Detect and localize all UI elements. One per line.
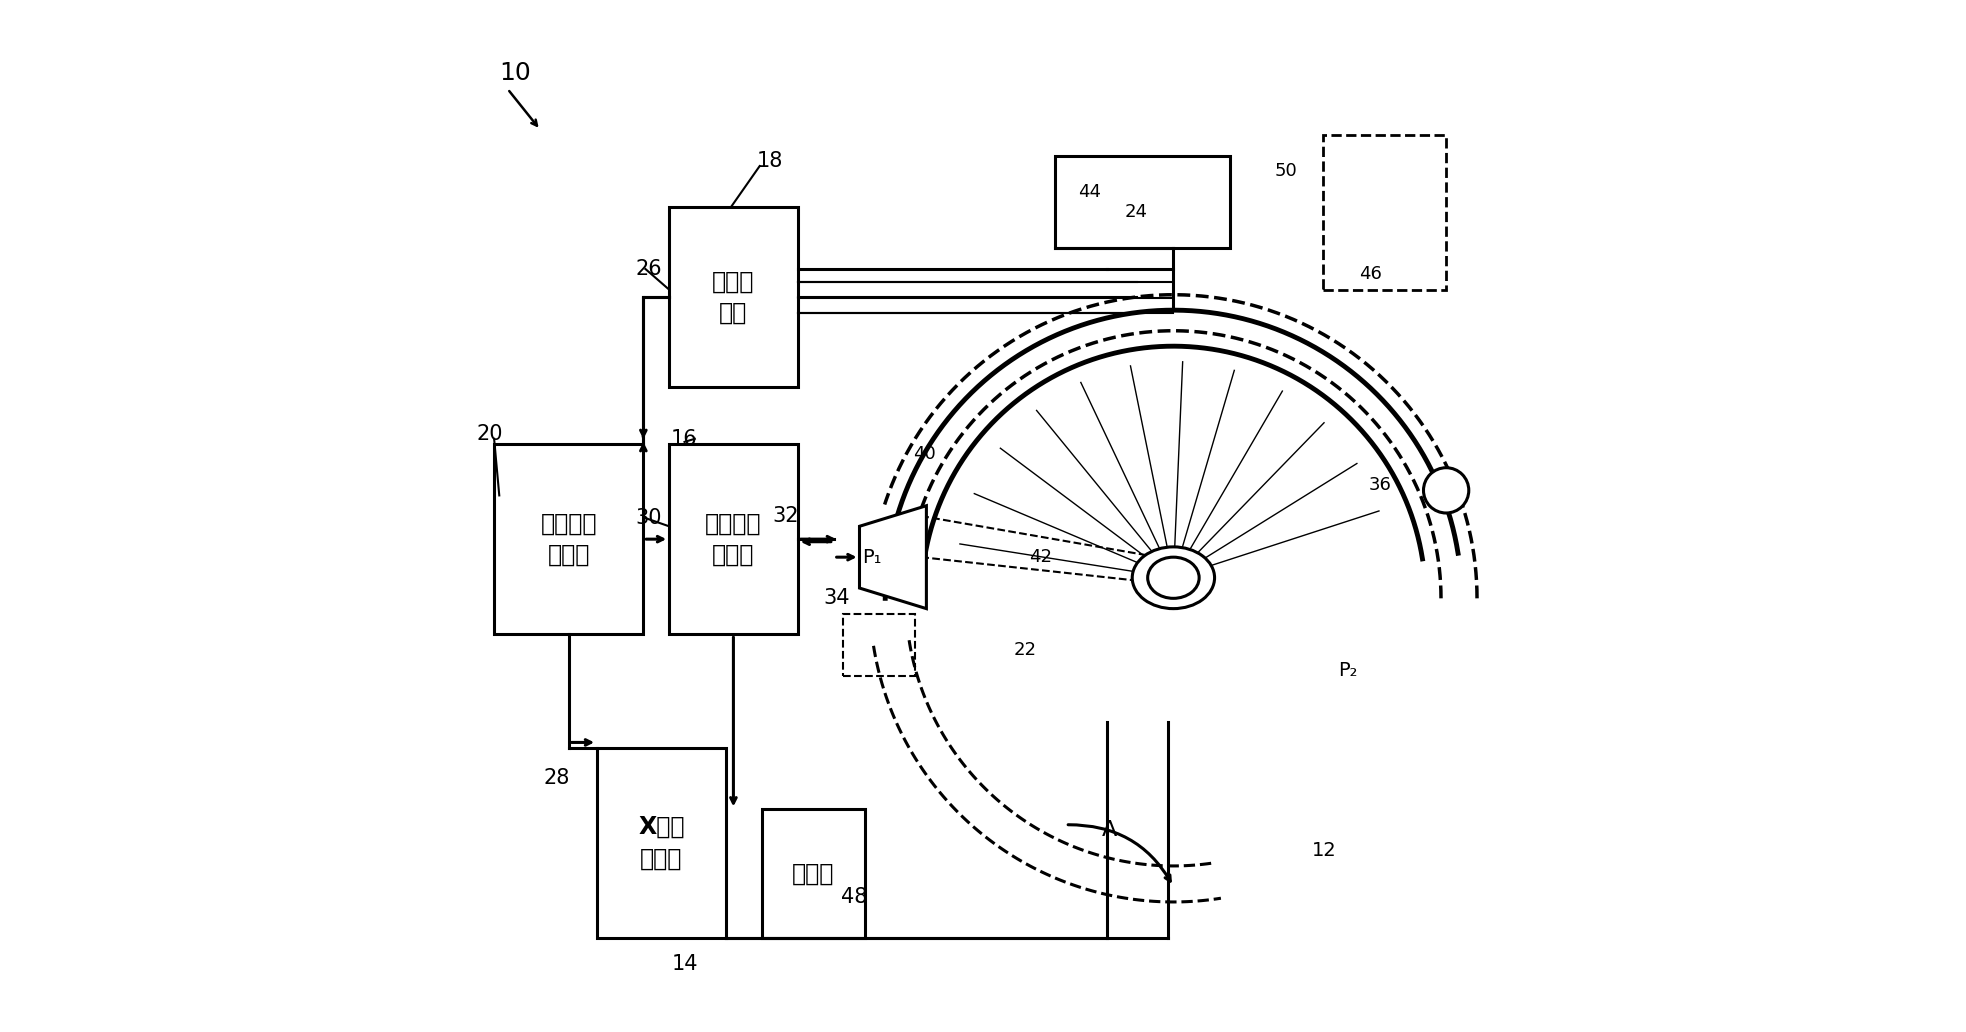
- Text: A: A: [1101, 819, 1117, 840]
- Text: 跟踪数据
处理器: 跟踪数据 处理器: [541, 512, 598, 567]
- Text: 46: 46: [1359, 265, 1382, 283]
- FancyBboxPatch shape: [1323, 135, 1447, 290]
- Text: 30: 30: [635, 508, 663, 528]
- Text: 44: 44: [1077, 183, 1101, 201]
- Ellipse shape: [1148, 557, 1199, 599]
- Text: 12: 12: [1313, 841, 1337, 860]
- Text: 20: 20: [476, 424, 503, 444]
- Text: 18: 18: [757, 151, 782, 171]
- FancyBboxPatch shape: [668, 207, 798, 387]
- Text: 28: 28: [543, 769, 570, 788]
- Text: 36: 36: [1368, 476, 1392, 494]
- Text: 22: 22: [1014, 641, 1036, 658]
- Text: 14: 14: [672, 954, 698, 974]
- FancyBboxPatch shape: [843, 614, 914, 676]
- FancyBboxPatch shape: [668, 444, 798, 635]
- FancyBboxPatch shape: [1056, 156, 1231, 249]
- Text: 34: 34: [824, 588, 849, 608]
- Circle shape: [1423, 467, 1469, 513]
- Text: 50: 50: [1274, 162, 1298, 181]
- Text: 48: 48: [841, 886, 867, 907]
- Text: P₁: P₁: [863, 548, 883, 567]
- Text: 10: 10: [499, 62, 531, 86]
- Text: 24: 24: [1125, 203, 1148, 222]
- Text: 跟踪器
模块: 跟踪器 模块: [712, 269, 755, 325]
- Text: X射线
发射器: X射线 发射器: [639, 815, 684, 871]
- Text: 16: 16: [670, 429, 698, 449]
- Text: 图像处理
计算机: 图像处理 计算机: [706, 512, 761, 567]
- FancyBboxPatch shape: [493, 444, 643, 635]
- Ellipse shape: [1132, 547, 1215, 609]
- Text: P₂: P₂: [1339, 660, 1359, 680]
- Text: 26: 26: [635, 259, 663, 279]
- Text: 42: 42: [1030, 548, 1052, 567]
- FancyBboxPatch shape: [598, 747, 725, 938]
- FancyBboxPatch shape: [761, 809, 865, 938]
- Text: 40: 40: [912, 445, 936, 463]
- Polygon shape: [859, 506, 926, 609]
- Text: 监视器: 监视器: [792, 862, 834, 885]
- Text: 32: 32: [773, 506, 798, 526]
